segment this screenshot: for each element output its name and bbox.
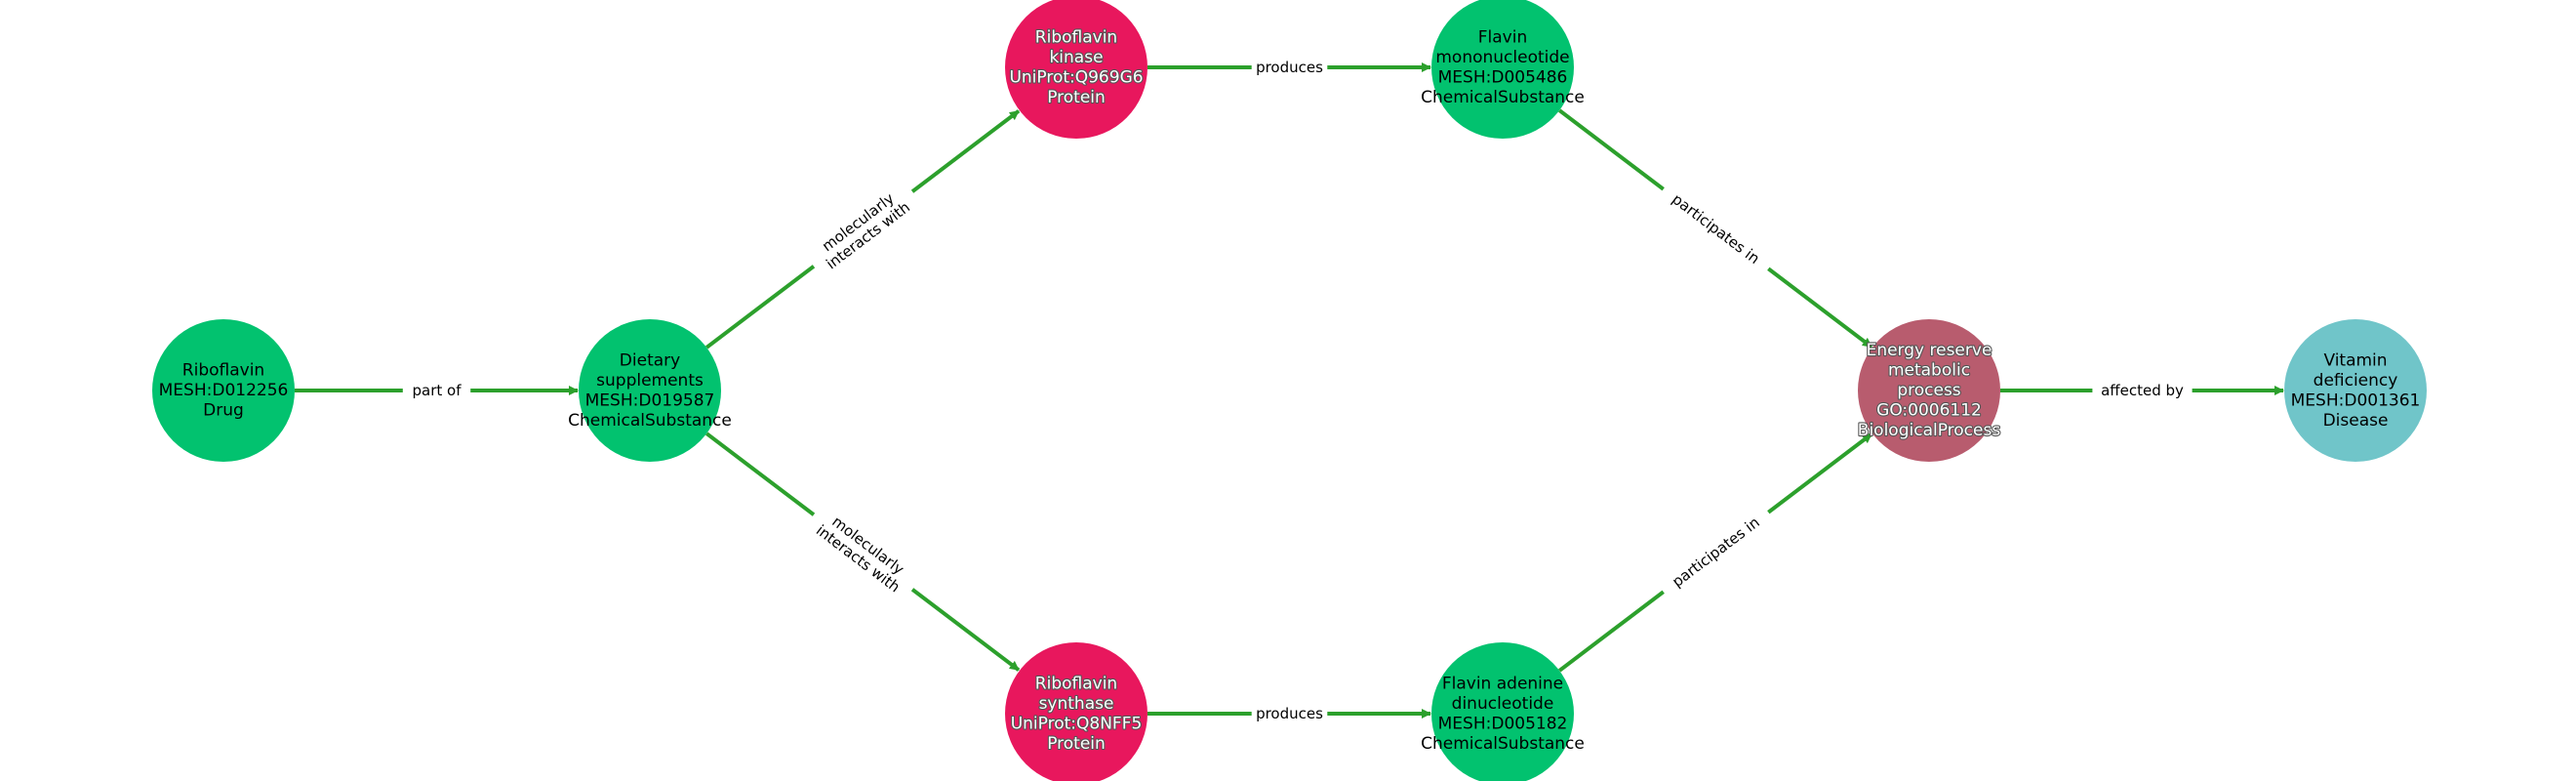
node-dietary-supplements[interactable]: DietarysupplementsMESH:D019587ChemicalSu… xyxy=(568,319,732,462)
node-label-line: MESH:D005182 xyxy=(1438,714,1568,733)
node-label-line: synthase xyxy=(1039,694,1114,714)
node-circle xyxy=(1858,319,2000,462)
node-label-line: Energy reserve xyxy=(1867,341,1992,360)
node-label-line: Flavin adenine xyxy=(1442,674,1563,693)
node-layer: RiboflavinMESH:D012256DrugDietarysupplem… xyxy=(152,0,2427,781)
edge-label-text: participates in xyxy=(1669,514,1763,591)
node-circle xyxy=(1431,642,1574,781)
node-label-line: BiologicalProcess xyxy=(1858,421,2001,440)
edge-label: produces xyxy=(1251,57,1328,78)
node-label-line: ChemicalSubstance xyxy=(1421,734,1585,754)
node-label-line: MESH:D005486 xyxy=(1438,67,1568,87)
edge-label: participates in xyxy=(1657,504,1775,600)
node-label-line: Flavin xyxy=(1478,27,1527,47)
node-label-line: MESH:D001361 xyxy=(2291,390,2421,410)
edge-label-text: affected by xyxy=(2101,382,2184,399)
node-label-line: mononucleotide xyxy=(1435,48,1569,67)
node-circle xyxy=(152,319,295,462)
node-circle xyxy=(1431,0,1574,139)
edge-label-text: produces xyxy=(1256,59,1323,76)
edge-label-background xyxy=(402,380,471,401)
node-label-line: UniProt:Q969G6 xyxy=(1009,67,1143,87)
edge-label: part of xyxy=(402,380,471,401)
node-flavin-adenine-dinucleotide[interactable]: Flavin adeninedinucleotideMESH:D005182Ch… xyxy=(1421,642,1585,781)
node-circle xyxy=(2284,319,2427,462)
node-label-line: Riboflavin xyxy=(1035,27,1117,47)
edge-label-text: participates in xyxy=(1669,190,1763,267)
node-circle xyxy=(1005,642,1147,781)
node-flavin-mononucleotide[interactable]: FlavinmononucleotideMESH:D005486Chemical… xyxy=(1421,0,1585,139)
node-energy-reserve-process[interactable]: Energy reservemetabolicprocessGO:0006112… xyxy=(1857,319,2001,462)
node-label-line: metabolic xyxy=(1888,361,1970,381)
node-label-line: MESH:D012256 xyxy=(159,381,289,400)
node-label-line: supplements xyxy=(596,371,704,390)
node-label-line: kinase xyxy=(1049,48,1103,67)
edge-label: participates in xyxy=(1657,181,1775,277)
edge-label-background xyxy=(802,500,924,604)
edge-label-background xyxy=(1251,703,1328,724)
node-circle xyxy=(579,319,721,462)
node-label-line: process xyxy=(1897,381,1960,400)
edge-label: affected by xyxy=(2092,380,2193,401)
edge-label-background xyxy=(1657,181,1775,277)
node-label-line: Dietary xyxy=(620,350,680,370)
edge-label: produces xyxy=(1251,703,1328,724)
edge-label-background xyxy=(802,177,924,281)
edge-label-background xyxy=(2092,380,2193,401)
edge-label-background xyxy=(1657,504,1775,600)
node-label-line: dinucleotide xyxy=(1452,694,1554,714)
node-label-line: GO:0006112 xyxy=(1876,401,1982,421)
node-label-line: Protein xyxy=(1047,734,1106,754)
node-label-line: Vitamin xyxy=(2323,350,2387,370)
node-label-line: Riboflavin xyxy=(1035,674,1117,693)
node-label-line: UniProt:Q8NFF5 xyxy=(1011,714,1143,733)
edge-label-text: part of xyxy=(413,382,463,399)
node-label-line: MESH:D019587 xyxy=(585,390,715,410)
node-circle xyxy=(1005,0,1147,139)
node-label-line: Riboflavin xyxy=(182,361,264,381)
node-label-line: Drug xyxy=(203,401,244,421)
node-label-line: ChemicalSubstance xyxy=(568,411,732,431)
node-label-line: deficiency xyxy=(2314,371,2398,390)
edge-label-background xyxy=(1251,57,1328,78)
node-label-line: ChemicalSubstance xyxy=(1421,88,1585,107)
edge-label-text: produces xyxy=(1256,705,1323,722)
node-label-line: Protein xyxy=(1047,88,1106,107)
node-label-line: Disease xyxy=(2323,411,2389,431)
